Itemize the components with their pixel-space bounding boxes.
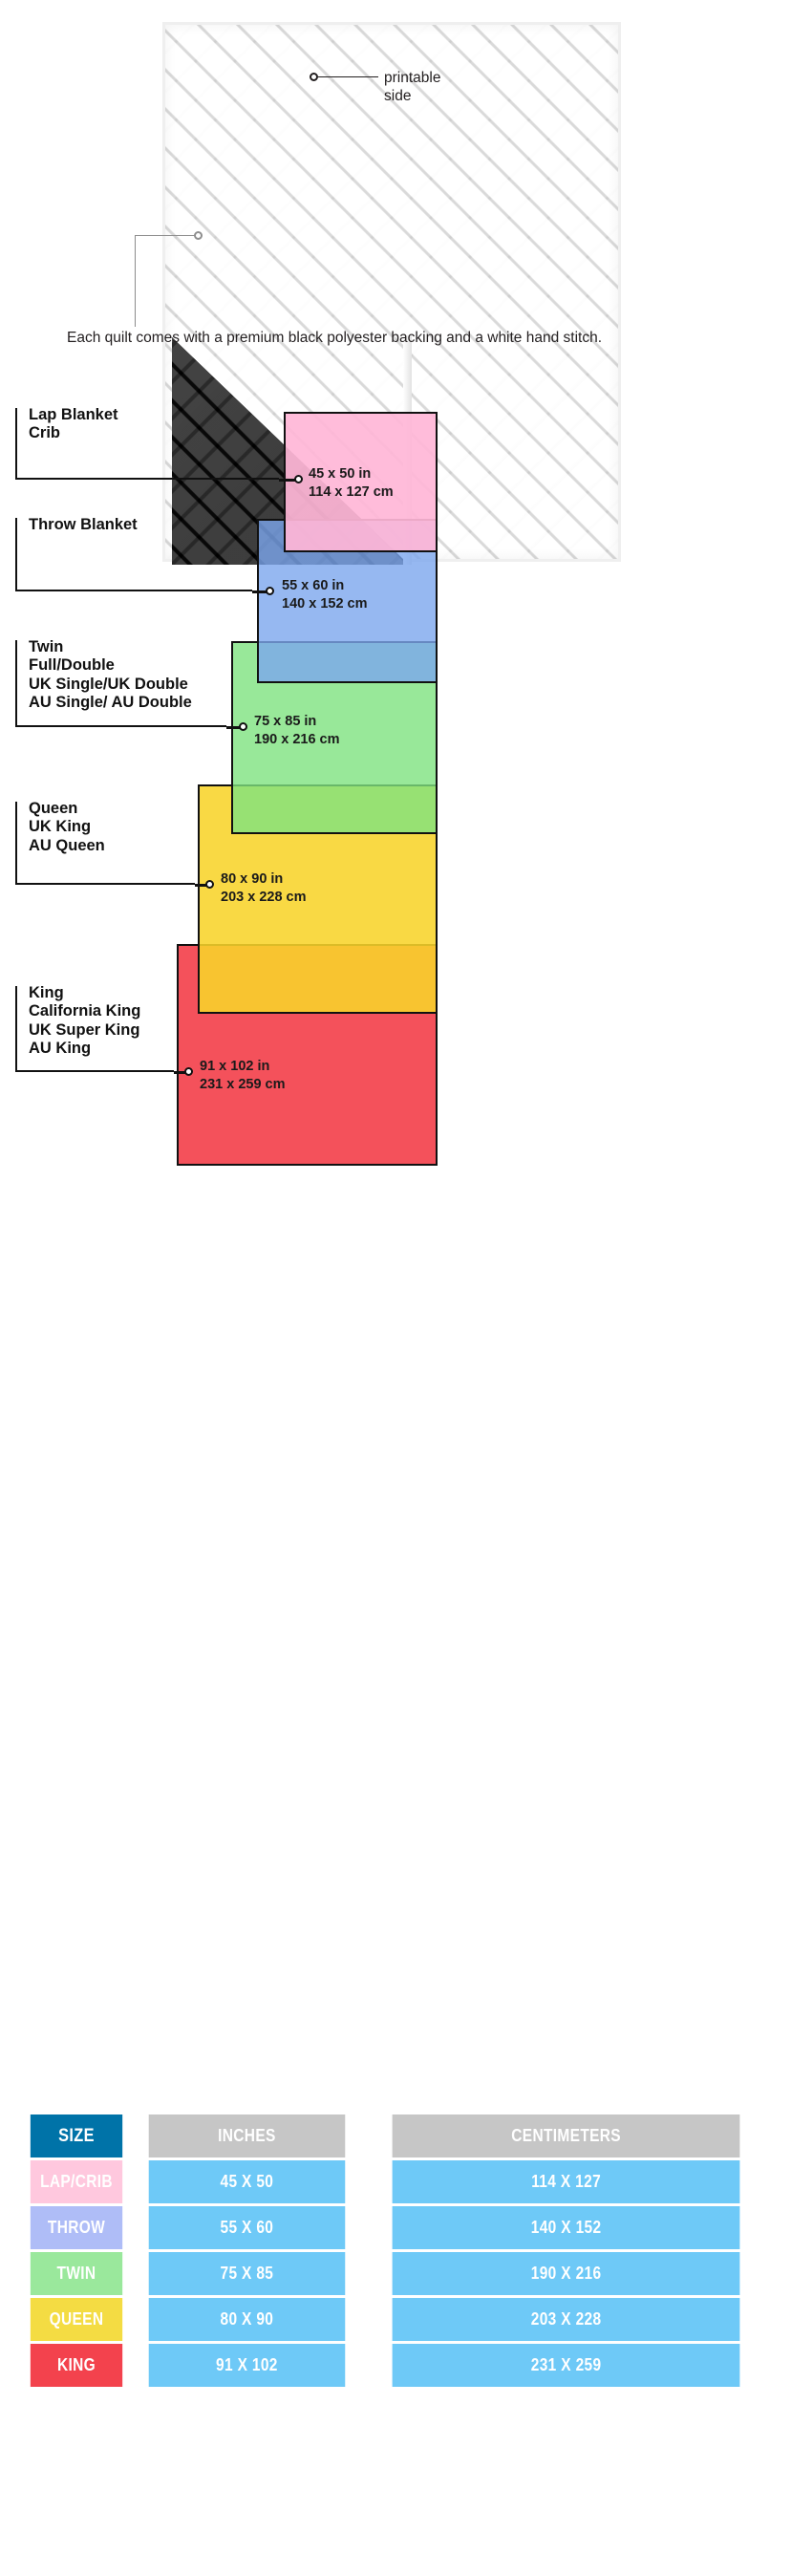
size-names-twin: Twin Full/Double UK Single/UK Double AU … xyxy=(29,638,192,713)
dim-queen-cm: 203 x 228 cm xyxy=(221,890,307,906)
table-row: TWIN 75 X 85 190 X 216 xyxy=(23,2252,768,2295)
table-cell-label-lap-crib: LAP/CRIB xyxy=(30,2160,123,2203)
size-name-full-double: Full/Double xyxy=(29,656,115,675)
lead-dot-king xyxy=(184,1067,193,1076)
lead-line-twin xyxy=(226,726,242,729)
dim-twin-cm: 190 x 216 cm xyxy=(254,732,340,748)
size-name-au-single-double: AU Single/ AU Double xyxy=(29,694,192,712)
table-cell-inches-throw: 55 X 60 xyxy=(148,2206,346,2249)
printable-side-line-2: side xyxy=(384,88,412,105)
table-header-centimeters: CENTIMETERS xyxy=(392,2114,740,2157)
table-cell-label-twin: TWIN xyxy=(30,2252,123,2295)
table-row: QUEEN 80 X 90 203 X 228 xyxy=(23,2298,768,2341)
table-header-size: SIZE xyxy=(30,2114,123,2157)
dim-queen-inches: 80 x 90 in xyxy=(221,871,284,887)
bracket-king xyxy=(15,986,174,1072)
size-name-throw-blanket: Throw Blanket xyxy=(29,516,138,533)
lead-line-queen xyxy=(195,884,208,887)
size-name-lap-blanket: Lap Blanket xyxy=(29,406,118,423)
table-row: LAP/CRIB 45 X 50 114 X 127 xyxy=(23,2160,768,2203)
dim-twin: 75 x 85 in 190 x 216 cm xyxy=(254,713,340,749)
table-cell-label-throw: THROW xyxy=(30,2206,123,2249)
lead-line-throw xyxy=(252,590,269,593)
size-name-crib: Crib xyxy=(29,424,60,442)
dim-king: 91 x 102 in 231 x 259 cm xyxy=(200,1058,286,1094)
size-name-california-king: California King xyxy=(29,1002,141,1020)
table-cell-label-queen: QUEEN xyxy=(30,2298,123,2341)
size-name-twin: Twin xyxy=(29,638,64,655)
bracket-twin xyxy=(15,640,226,727)
size-names-lap: Lap Blanket Crib xyxy=(29,406,118,443)
table-cell-cm-twin: 190 X 216 xyxy=(392,2252,740,2295)
table-cell-label-king: KING xyxy=(30,2344,123,2387)
size-name-au-queen: AU Queen xyxy=(29,836,105,854)
backing-callout-line-h xyxy=(135,235,195,236)
dim-twin-inches: 75 x 85 in xyxy=(254,714,317,729)
printable-side-callout-dot xyxy=(310,73,318,81)
table-header-row: SIZE INCHES CENTIMETERS xyxy=(23,2114,768,2157)
bracket-throw xyxy=(15,518,252,591)
table-cell-cm-king: 231 X 259 xyxy=(392,2344,740,2387)
size-name-queen: Queen xyxy=(29,800,78,817)
table-cell-cm-queen: 203 X 228 xyxy=(392,2298,740,2341)
table-row: KING 91 X 102 231 X 259 xyxy=(23,2344,768,2387)
dim-throw: 55 x 60 in 140 x 152 cm xyxy=(282,577,368,613)
size-names-queen: Queen UK King AU Queen xyxy=(29,800,105,855)
dim-throw-cm: 140 x 152 cm xyxy=(282,596,368,612)
size-table: SIZE INCHES CENTIMETERS LAP/CRIB 45 X 50… xyxy=(20,2112,771,2390)
size-name-uk-super-king: UK Super King xyxy=(29,1020,140,1039)
lead-dot-queen xyxy=(205,880,214,889)
dim-throw-inches: 55 x 60 in xyxy=(282,578,345,593)
table-row: THROW 55 X 60 140 X 152 xyxy=(23,2206,768,2249)
table-cell-inches-twin: 75 X 85 xyxy=(148,2252,346,2295)
quilt-caption: Each quilt comes with a premium black po… xyxy=(67,330,603,346)
printable-side-callout-line xyxy=(318,76,378,77)
lead-dot-twin xyxy=(239,722,247,731)
lead-dot-throw xyxy=(266,587,274,595)
printable-side-callout-label: printable side xyxy=(384,69,440,106)
lead-dot-lap xyxy=(294,475,303,483)
lead-line-lap xyxy=(279,479,296,482)
size-name-au-king: AU King xyxy=(29,1040,92,1058)
backing-callout-line-v xyxy=(135,235,136,327)
size-diagram: Lap Blanket Crib 45 x 50 in 114 x 127 cm… xyxy=(0,396,791,1179)
table-cell-cm-throw: 140 X 152 xyxy=(392,2206,740,2249)
table-cell-inches-king: 91 X 102 xyxy=(148,2344,346,2387)
dim-lap-inches: 45 x 50 in xyxy=(309,466,372,482)
printable-side-line-1: printable xyxy=(384,70,441,86)
dim-king-inches: 91 x 102 in xyxy=(200,1059,270,1074)
lead-line-king xyxy=(174,1071,187,1074)
dim-king-cm: 231 x 259 cm xyxy=(200,1077,286,1093)
table-header-inches: INCHES xyxy=(148,2114,346,2157)
bracket-lap xyxy=(15,408,279,480)
table-cell-cm-lap-crib: 114 X 127 xyxy=(392,2160,740,2203)
dim-lap-cm: 114 x 127 cm xyxy=(309,484,394,501)
size-rect-lap xyxy=(284,412,438,552)
size-names-throw: Throw Blanket xyxy=(29,516,138,534)
dim-queen: 80 x 90 in 203 x 228 cm xyxy=(221,870,307,907)
size-name-king: King xyxy=(29,984,64,1001)
backing-callout-dot xyxy=(194,231,203,240)
size-name-uk-single-double: UK Single/UK Double xyxy=(29,675,188,693)
size-names-king: King California King UK Super King AU Ki… xyxy=(29,984,140,1059)
size-name-uk-king: UK King xyxy=(29,818,92,836)
table-cell-inches-queen: 80 X 90 xyxy=(148,2298,346,2341)
dim-lap: 45 x 50 in 114 x 127 cm xyxy=(309,465,394,502)
table-cell-inches-lap-crib: 45 X 50 xyxy=(148,2160,346,2203)
bracket-queen xyxy=(15,802,195,885)
